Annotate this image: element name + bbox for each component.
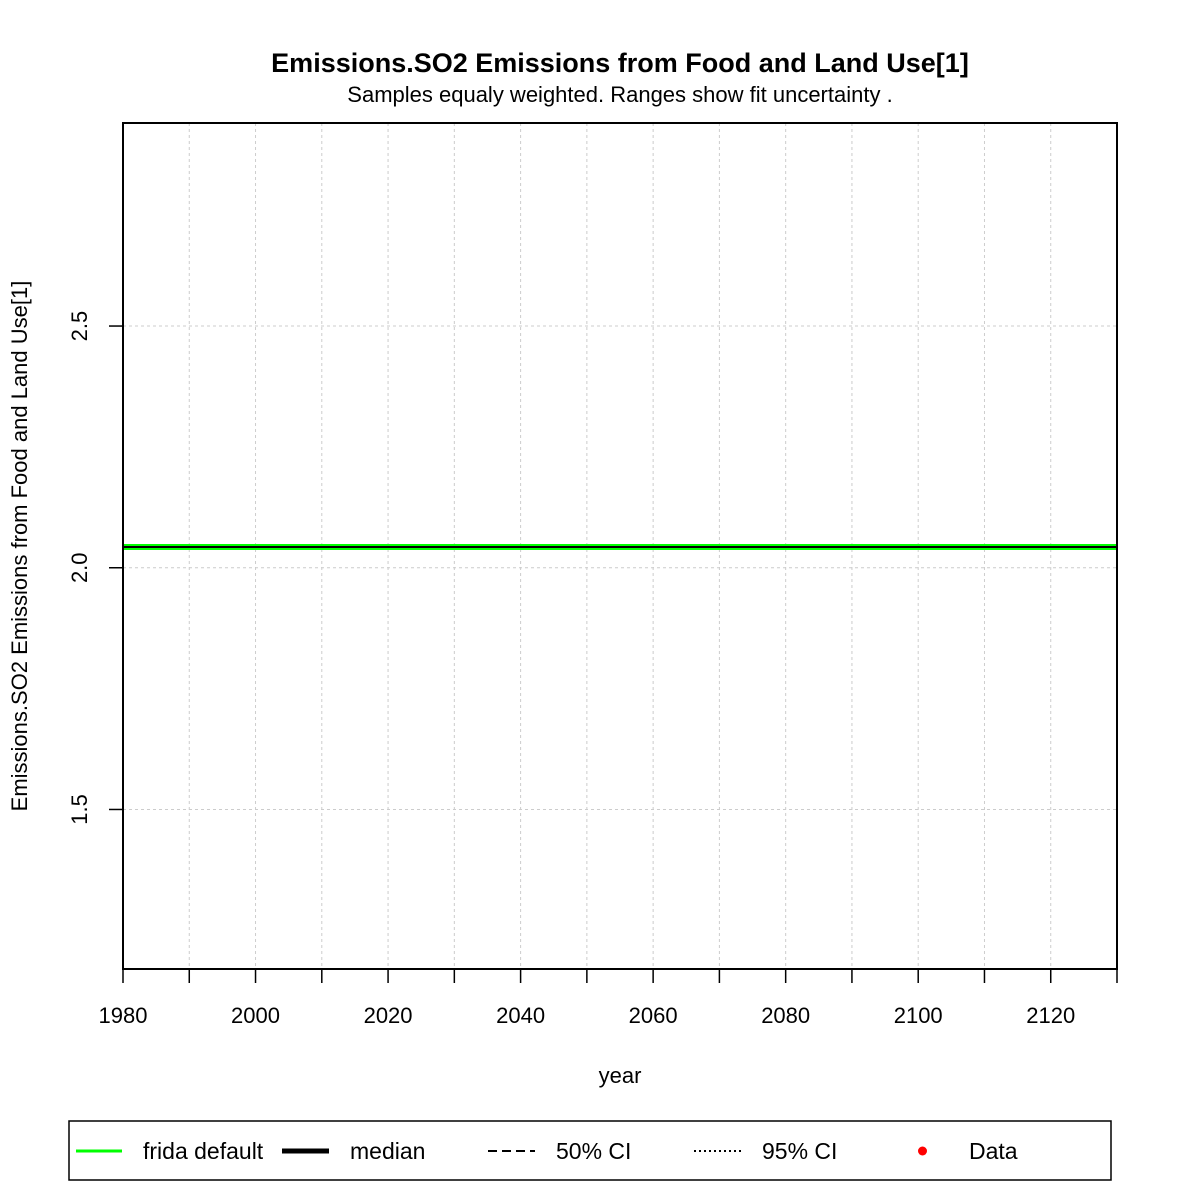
x-tick-label: 2020 xyxy=(364,1003,413,1028)
x-axis: 1980 2000 2020 2040 2060 2080 2100 2120 xyxy=(99,969,1118,1028)
y-axis: 1.5 2.0 2.5 xyxy=(67,311,123,825)
x-tick-label: 2120 xyxy=(1026,1003,1075,1028)
legend-box xyxy=(68,1120,1112,1181)
y-tick-label: 1.5 xyxy=(67,794,92,825)
x-tick-label: 2060 xyxy=(629,1003,678,1028)
legend-data-swatch xyxy=(918,1146,927,1156)
legend-95-ci-label: 95% CI xyxy=(762,1138,837,1164)
x-tick-label: 2100 xyxy=(894,1003,943,1028)
legend-50-ci-label: 50% CI xyxy=(556,1138,631,1164)
legend-data-label: Data xyxy=(969,1138,1018,1164)
x-tick-label: 1980 xyxy=(99,1003,148,1028)
y-tick-label: 2.5 xyxy=(67,311,92,342)
legend: frida default median 50% CI 95% CI Data xyxy=(76,1138,1018,1164)
chart-title: Emissions.SO2 Emissions from Food and La… xyxy=(271,48,969,78)
chart-subtitle: Samples equaly weighted. Ranges show fit… xyxy=(347,82,892,107)
legend-median-label: median xyxy=(350,1138,425,1164)
x-tick-label: 2000 xyxy=(231,1003,280,1028)
y-tick-label: 2.0 xyxy=(67,552,92,583)
plot-frame xyxy=(122,122,1118,970)
y-axis-label: Emissions.SO2 Emissions from Food and La… xyxy=(7,281,32,812)
x-axis-label: year xyxy=(599,1063,642,1088)
x-tick-label: 2080 xyxy=(761,1003,810,1028)
x-tick-label: 2040 xyxy=(496,1003,545,1028)
legend-frida-default-label: frida default xyxy=(143,1138,264,1164)
